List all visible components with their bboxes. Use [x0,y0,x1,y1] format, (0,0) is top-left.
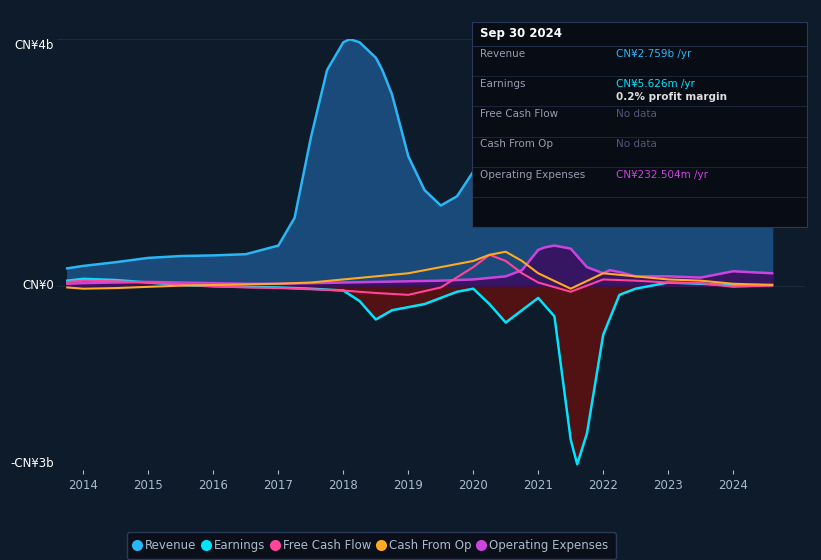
Text: CN¥5.626m /yr: CN¥5.626m /yr [616,79,695,89]
Text: Sep 30 2024: Sep 30 2024 [480,27,562,40]
Text: CN¥4b: CN¥4b [14,39,53,52]
Text: No data: No data [616,109,657,119]
Text: 0.2% profit margin: 0.2% profit margin [616,92,727,102]
Text: CN¥2.759b /yr: CN¥2.759b /yr [616,49,691,59]
Text: Free Cash Flow: Free Cash Flow [480,109,558,119]
Text: Operating Expenses: Operating Expenses [480,170,585,180]
Text: Cash From Op: Cash From Op [480,139,553,150]
Text: No data: No data [616,139,657,150]
Text: CN¥232.504m /yr: CN¥232.504m /yr [616,170,708,180]
Text: -CN¥3b: -CN¥3b [10,458,53,470]
Text: CN¥0: CN¥0 [22,279,53,292]
Text: Earnings: Earnings [480,79,525,89]
Legend: Revenue, Earnings, Free Cash Flow, Cash From Op, Operating Expenses: Revenue, Earnings, Free Cash Flow, Cash … [127,532,616,559]
Text: Revenue: Revenue [480,49,525,59]
